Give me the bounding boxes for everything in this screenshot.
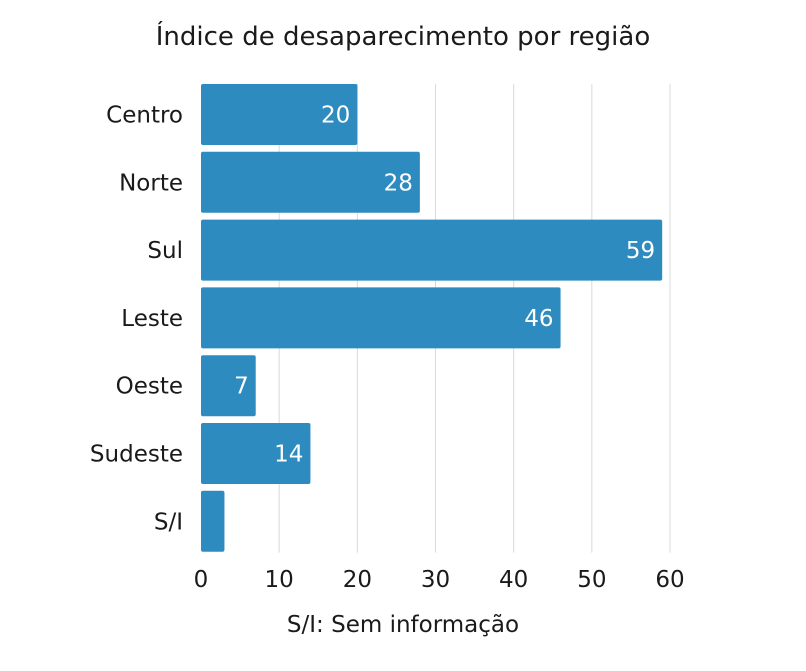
bar-oeste xyxy=(201,355,256,417)
bar-value-label: 46 xyxy=(524,306,553,332)
bar-s-i xyxy=(201,490,225,552)
bar-value-label: 14 xyxy=(274,442,303,468)
x-tick-label: 30 xyxy=(421,567,450,593)
bar-value-label: 20 xyxy=(321,103,350,129)
chart-note: S/I: Sem informação xyxy=(286,612,520,638)
bar-sul xyxy=(201,219,663,281)
x-tick-label: 50 xyxy=(577,567,606,593)
x-tick-labels: 0 10 20 30 40 50 60 xyxy=(194,567,685,593)
category-label: Leste xyxy=(121,306,183,332)
category-label: Sudeste xyxy=(90,442,183,468)
category-labels: Centro Norte Sul Leste Oeste Sudeste S/I xyxy=(90,103,183,536)
x-tick-label: 0 xyxy=(194,567,209,593)
bar-value-label: 7 xyxy=(234,374,249,400)
x-tick-label: 40 xyxy=(499,567,528,593)
category-label: Sul xyxy=(147,238,183,264)
x-tick-label: 10 xyxy=(265,567,294,593)
bar-leste xyxy=(201,287,561,349)
bars: 20 28 59 46 7 14 xyxy=(201,84,663,552)
x-tick-label: 20 xyxy=(343,567,372,593)
chart-title: Índice de desaparecimento por região xyxy=(155,22,651,52)
bar-value-label: 28 xyxy=(384,170,413,196)
category-label: Oeste xyxy=(116,374,183,400)
bar-norte xyxy=(201,151,420,213)
category-label: S/I xyxy=(154,509,183,535)
bar-centro xyxy=(201,84,358,145)
category-label: Centro xyxy=(106,103,183,129)
bar-sudeste xyxy=(201,423,311,484)
category-label: Norte xyxy=(119,170,183,196)
x-tick-label: 60 xyxy=(655,567,684,593)
bar-value-label: 59 xyxy=(626,238,655,264)
